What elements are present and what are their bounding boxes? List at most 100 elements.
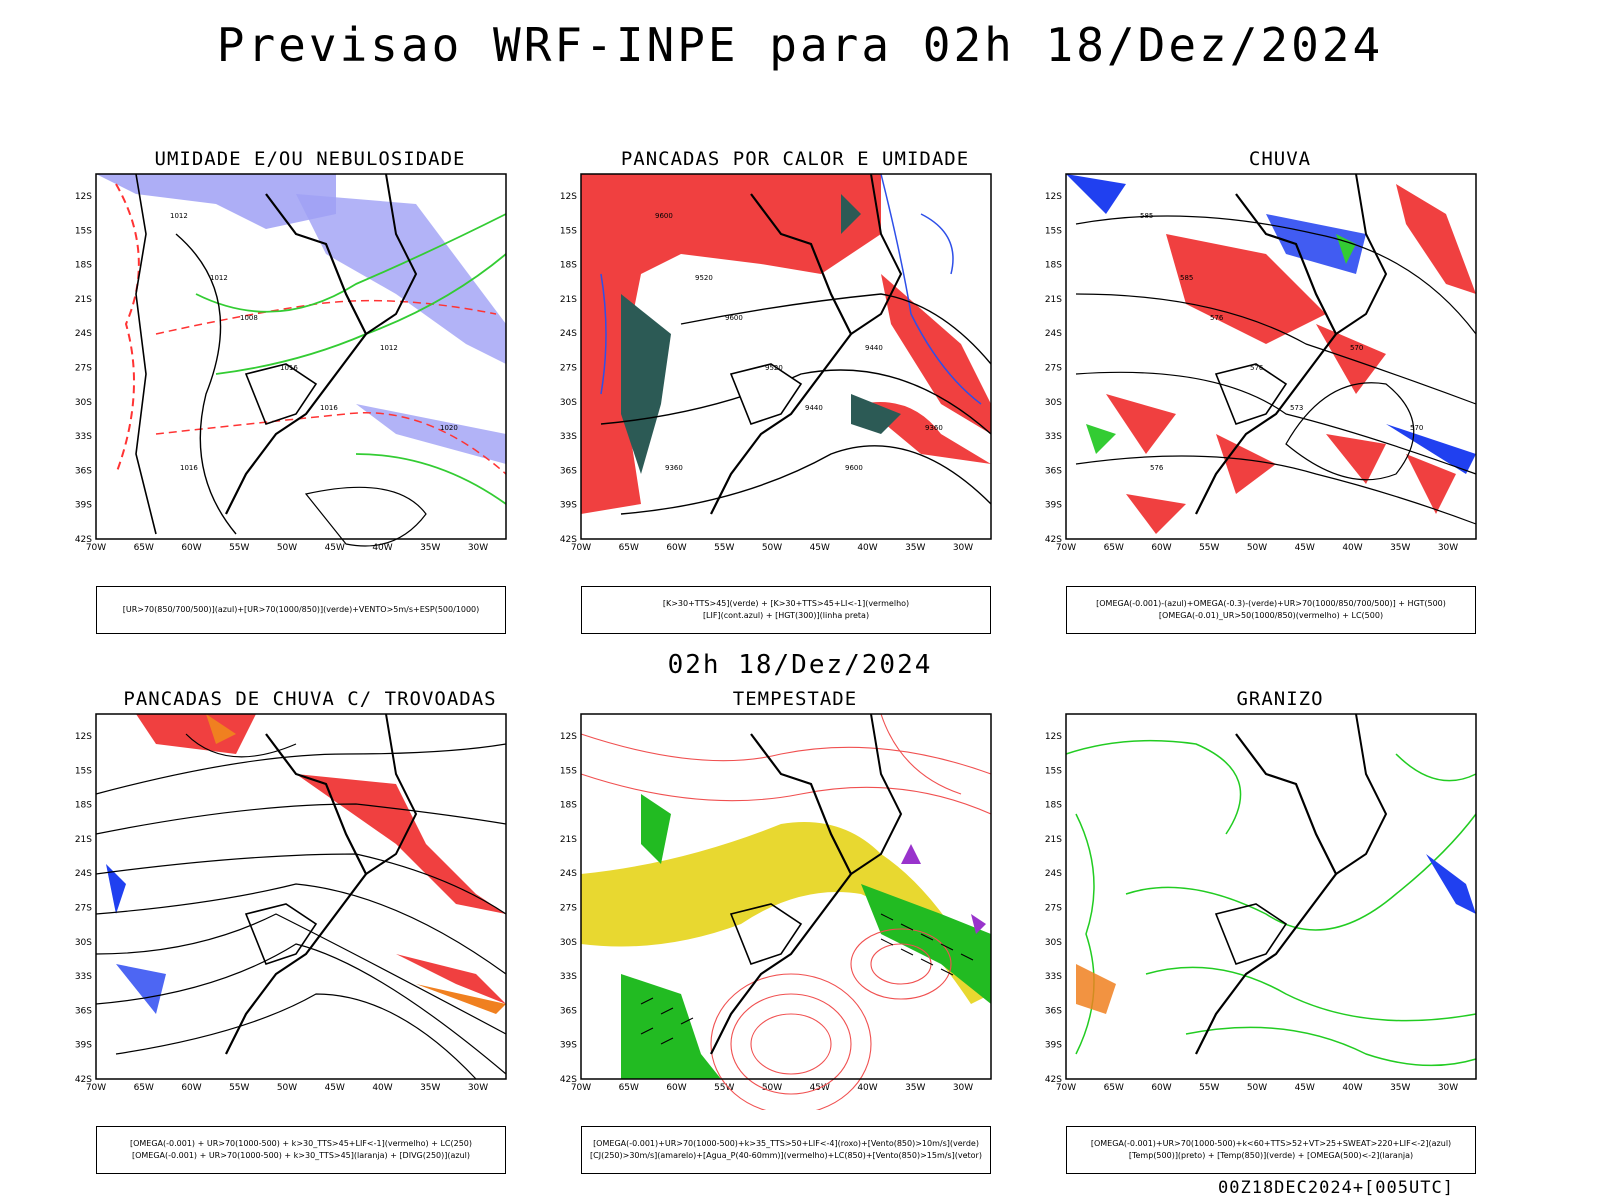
panel-granizo: GRANIZO 12S 15S 18S 21S 24S 27S 30S 33S 36S 39S 42… xyxy=(1030,688,1530,1174)
lat-tick-label: 15S xyxy=(75,226,92,236)
lon-tick-label: 70W xyxy=(571,543,591,553)
lat-tick-label: 18S xyxy=(1045,261,1062,271)
contour-label: 1012 xyxy=(170,212,188,220)
lat-tick-label: 42S xyxy=(560,535,577,545)
legend-line: [OMEGA(-0.001)-(azul)+OMEGA(-0.3)-(verde… xyxy=(1096,599,1446,608)
contour-label: 570 xyxy=(1410,424,1423,432)
lat-tick-label: 30S xyxy=(1045,398,1062,408)
legend-pancadas-trovoadas: [OMEGA(-0.001) + UR>70(1000-500) + k>30_… xyxy=(96,1126,506,1174)
lat-tick-label: 21S xyxy=(560,295,577,305)
lat-tick-label: 30S xyxy=(1045,938,1062,948)
legend-chuva: [OMEGA(-0.001)-(azul)+OMEGA(-0.3)-(verde… xyxy=(1066,586,1476,634)
panel-umidade: UMIDADE E/OU NEBULOSIDADE 12S 15S 18S 21S 24… xyxy=(60,148,560,634)
lon-tick-label: 60W xyxy=(1151,1083,1171,1093)
lon-tick-label: 70W xyxy=(1056,543,1076,553)
lat-tick-label: 24S xyxy=(1045,869,1062,879)
legend-tempestade: [OMEGA(-0.001)+UR>70(1000-500)+k>35_TTS>… xyxy=(581,1126,991,1174)
lat-tick-label: 42S xyxy=(1045,535,1062,545)
contour-label: 9440 xyxy=(805,404,823,412)
lat-tick-label: 42S xyxy=(1045,1075,1062,1085)
lat-tick-label: 21S xyxy=(1045,295,1062,305)
lat-tick-label: 36S xyxy=(560,466,577,476)
lon-tick-label: 35W xyxy=(905,1083,925,1093)
legend-pancadas-calor: [K>30+TTS>45](verde) + [K>30+TTS>45+LI<-… xyxy=(581,586,991,634)
lon-tick-label: 35W xyxy=(420,1083,440,1093)
contour-label: 1012 xyxy=(380,344,398,352)
contour-label: 576 xyxy=(1250,364,1264,372)
legend-line: [Temp(500)](preto) + [Temp(850)](verde) … xyxy=(1128,1151,1414,1160)
contour-label: 9520 xyxy=(695,274,713,282)
lon-tick-label: 65W xyxy=(134,543,154,553)
lat-tick-label: 18S xyxy=(1045,801,1062,811)
contour-label: 9520 xyxy=(765,364,783,372)
lon-tick-label: 50W xyxy=(277,543,297,553)
legend-umidade: [UR>70(850/700/500)](azul)+[UR>70(1000/8… xyxy=(96,586,506,634)
lon-tick-label: 30W xyxy=(468,1083,488,1093)
lon-tick-label: 40W xyxy=(857,1083,877,1093)
lat-tick-label: 30S xyxy=(560,938,577,948)
lon-tick-label: 60W xyxy=(666,1083,686,1093)
page-title: Previsao WRF-INPE para 02h 18/Dez/2024 xyxy=(216,18,1384,72)
lon-tick-label: 70W xyxy=(86,543,106,553)
lat-tick-label: 18S xyxy=(75,261,92,271)
lat-tick-label: 33S xyxy=(75,972,92,982)
lat-tick-label: 39S xyxy=(560,1041,577,1051)
lon-tick-label: 60W xyxy=(181,543,201,553)
lat-tick-label: 27S xyxy=(1045,904,1062,914)
lon-tick-label: 30W xyxy=(1438,1083,1458,1093)
contour-label: 1016 xyxy=(320,404,338,412)
contour-label: 576 xyxy=(1150,464,1164,472)
panel-title: GRANIZO xyxy=(1236,688,1324,710)
lat-tick-label: 24S xyxy=(560,329,577,339)
lat-tick-label: 24S xyxy=(75,869,92,879)
lon-tick-label: 50W xyxy=(1247,543,1267,553)
lat-tick-label: 42S xyxy=(75,535,92,545)
legend-line: [K>30+TTS>45](verde) + [K>30+TTS>45+LI<-… xyxy=(662,599,910,608)
lon-tick-label: 35W xyxy=(905,543,925,553)
lat-tick-label: 33S xyxy=(560,972,577,982)
lat-tick-label: 36S xyxy=(560,1006,577,1016)
lon-tick-label: 70W xyxy=(86,1083,106,1093)
lon-tick-label: 45W xyxy=(810,543,830,553)
lat-tick-label: 12S xyxy=(560,732,577,742)
lat-tick-label: 21S xyxy=(75,295,92,305)
lat-tick-label: 27S xyxy=(75,364,92,374)
lon-tick-label: 45W xyxy=(325,1083,345,1093)
panel-pancadas-trovoadas: PANCADAS DE CHUVA C/ TROVOADAS 12S 15S 18S… xyxy=(60,688,560,1174)
lat-tick-label: 36S xyxy=(1045,1006,1062,1016)
panel-chuva: CHUVA 12S 15S 18S 21S 24S 27S 30S 33S 36S 39S 42S 7… xyxy=(1030,148,1530,634)
lat-tick-label: 33S xyxy=(75,432,92,442)
lon-tick-label: 50W xyxy=(762,543,782,553)
panel-title: TEMPESTADE xyxy=(732,688,858,710)
panel-pancadas-calor: PANCADAS POR CALOR E UMIDADE 12S 15S 18S 21… xyxy=(545,148,1045,634)
lat-tick-label: 18S xyxy=(560,261,577,271)
contour-label: 1016 xyxy=(280,364,298,372)
lon-tick-label: 40W xyxy=(1342,543,1362,553)
lat-tick-label: 27S xyxy=(560,904,577,914)
lon-tick-label: 40W xyxy=(372,543,392,553)
lon-tick-label: 60W xyxy=(666,543,686,553)
panel-title: UMIDADE E/OU NEBULOSIDADE xyxy=(154,148,466,170)
contour-label: 576 xyxy=(1210,314,1224,322)
lon-tick-label: 65W xyxy=(1104,543,1124,553)
lon-tick-label: 45W xyxy=(325,543,345,553)
lon-tick-label: 65W xyxy=(134,1083,154,1093)
panel-tempestade: TEMPESTADE 12S 15S 18S 21S 24S 27S 30S 33S 36S 39… xyxy=(545,688,1045,1174)
lon-tick-label: 40W xyxy=(372,1083,392,1093)
lon-tick-label: 65W xyxy=(619,1083,639,1093)
contour-label: 1016 xyxy=(180,464,198,472)
legend-line: [OMEGA(-0.001) + UR>70(1000-500) + k>30_… xyxy=(129,1139,473,1148)
lon-tick-label: 50W xyxy=(277,1083,297,1093)
lat-tick-label: 24S xyxy=(560,869,577,879)
lon-tick-label: 55W xyxy=(714,1083,734,1093)
lon-tick-label: 30W xyxy=(468,543,488,553)
panel-title: CHUVA xyxy=(1248,148,1312,170)
lat-tick-label: 21S xyxy=(75,835,92,845)
lat-tick-label: 39S xyxy=(75,1041,92,1051)
lat-tick-label: 27S xyxy=(560,364,577,374)
lon-tick-label: 65W xyxy=(619,543,639,553)
lat-tick-label: 36S xyxy=(75,466,92,476)
lon-tick-label: 70W xyxy=(1056,1083,1076,1093)
